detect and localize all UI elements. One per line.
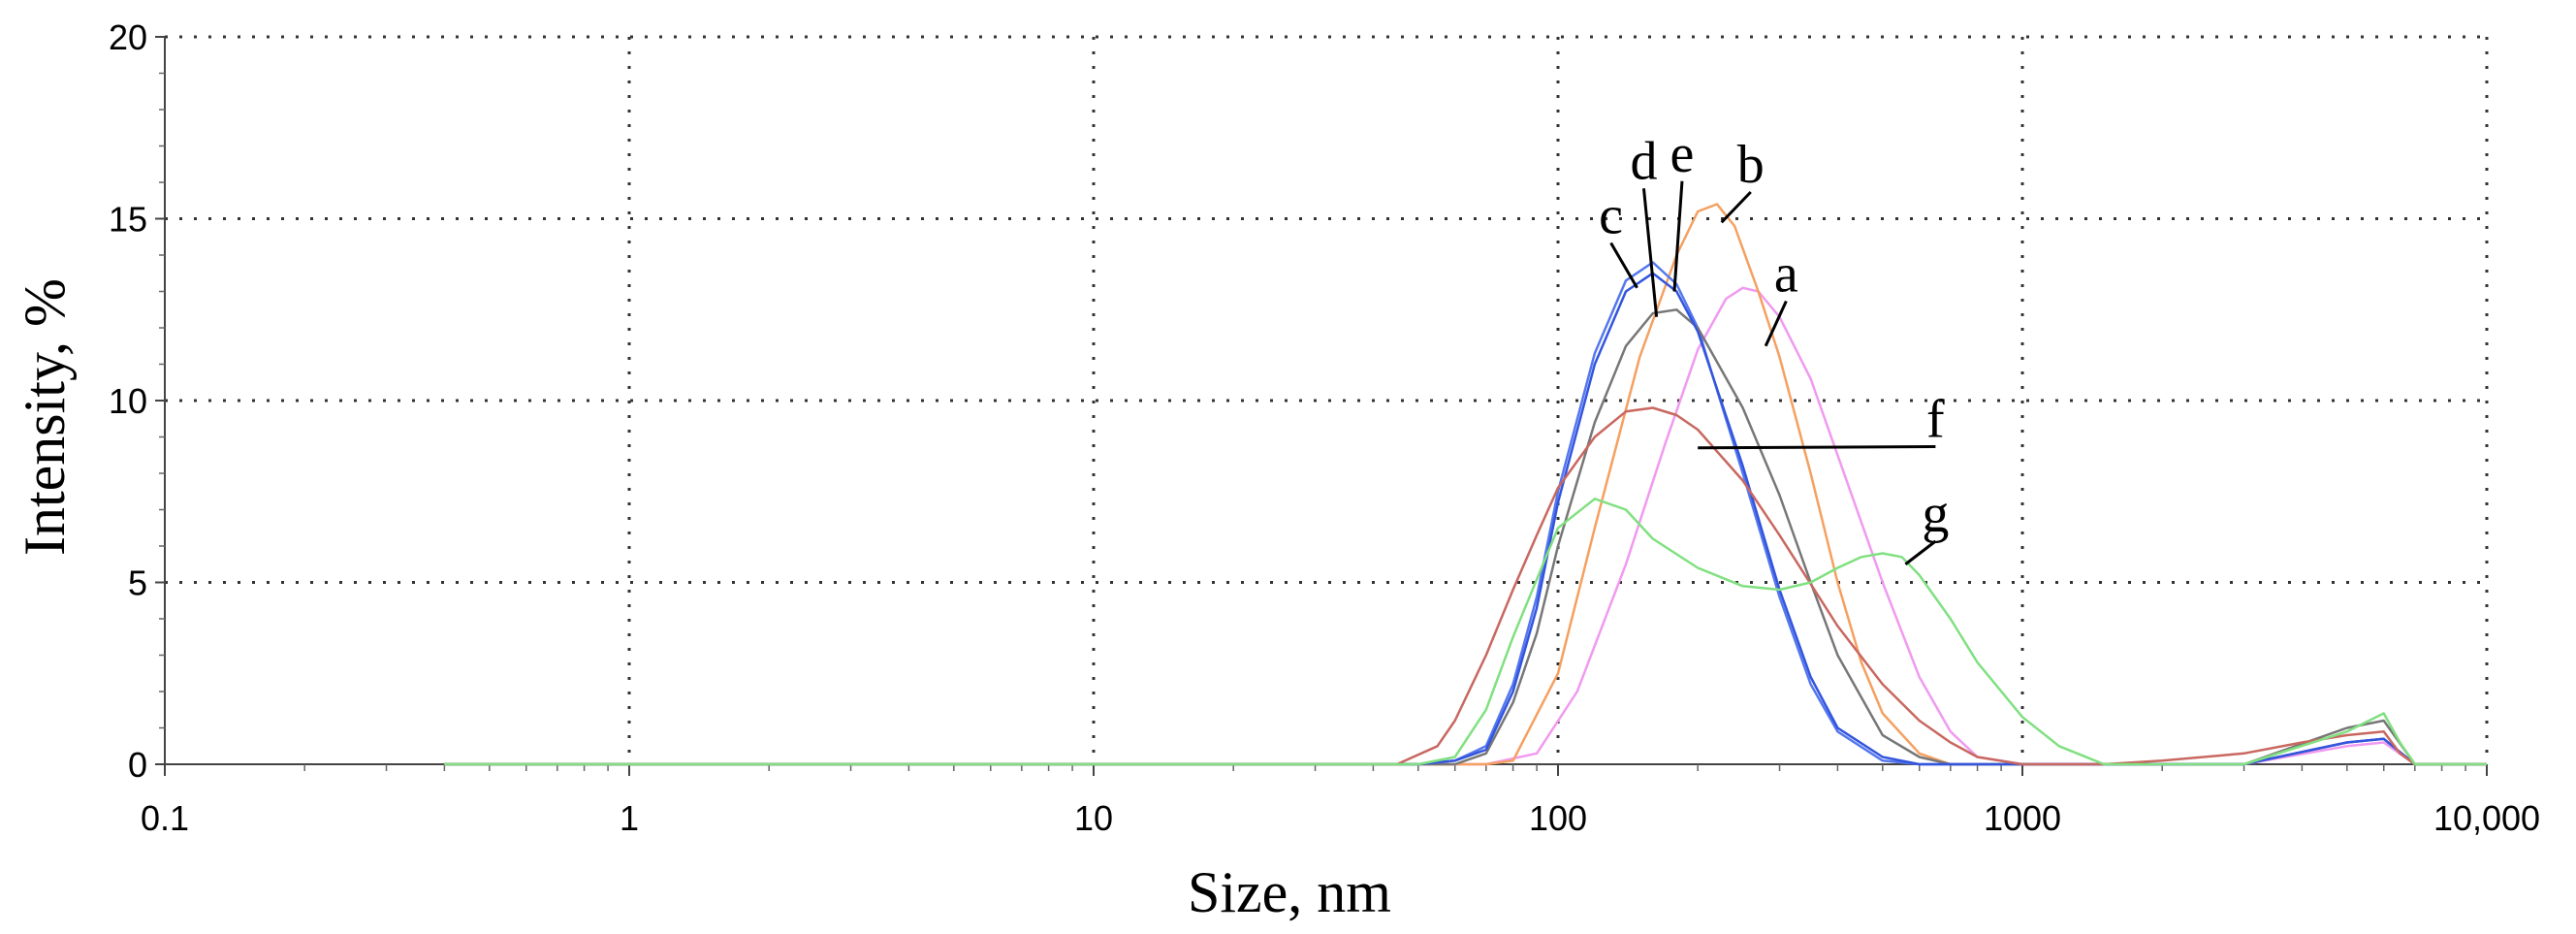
curve-label-f: f bbox=[1926, 390, 1945, 450]
axes-layer: 0 5 10 15 20 0.1 1 10 100 1000 10,000 bbox=[109, 17, 2540, 838]
y-axis-title: Intensity, % bbox=[13, 278, 77, 556]
curve-label-b: b bbox=[1737, 135, 1765, 195]
curve-label-d: d bbox=[1630, 131, 1657, 191]
x-tick-label: 10,000 bbox=[2433, 798, 2540, 838]
leader-line-d bbox=[1641, 188, 1659, 317]
x-tick-label: 1 bbox=[620, 798, 639, 838]
y-tick-label: 20 bbox=[109, 17, 147, 57]
y-tick-label: 0 bbox=[128, 745, 147, 785]
x-tick-label: 10 bbox=[1074, 798, 1113, 838]
curve-label-g: g bbox=[1922, 484, 1949, 544]
x-tick-label: 100 bbox=[1529, 798, 1587, 838]
series-line-c bbox=[444, 261, 2487, 766]
y-tick-label: 10 bbox=[109, 381, 147, 421]
series-line-a bbox=[444, 286, 2487, 766]
leader-line-g bbox=[1904, 539, 1937, 565]
grid-layer bbox=[165, 35, 2489, 764]
x-tick-label: 0.1 bbox=[141, 798, 189, 838]
y-tick-label: 5 bbox=[128, 564, 147, 603]
x-tick-label: 1000 bbox=[1984, 798, 2061, 838]
leader-line-e bbox=[1672, 180, 1684, 292]
leader-line-b bbox=[1720, 190, 1752, 224]
series-line-e bbox=[444, 272, 2487, 766]
x-axis-title: Size, nm bbox=[1188, 860, 1391, 924]
leader-line-a bbox=[1764, 300, 1788, 347]
series-line-b bbox=[444, 203, 2487, 766]
leader-line-c bbox=[1609, 242, 1638, 289]
series-line-g bbox=[444, 498, 2487, 766]
curve-label-a: a bbox=[1774, 244, 1798, 305]
curve-label-e: e bbox=[1670, 124, 1695, 184]
leader-line-f bbox=[1698, 445, 1936, 450]
series-layer bbox=[444, 203, 2487, 766]
series-line-f bbox=[444, 406, 2487, 766]
curve-labels-layer: ab cd e fg bbox=[1599, 124, 1949, 565]
curve-label-c: c bbox=[1599, 186, 1623, 246]
y-tick-label: 15 bbox=[109, 200, 147, 240]
